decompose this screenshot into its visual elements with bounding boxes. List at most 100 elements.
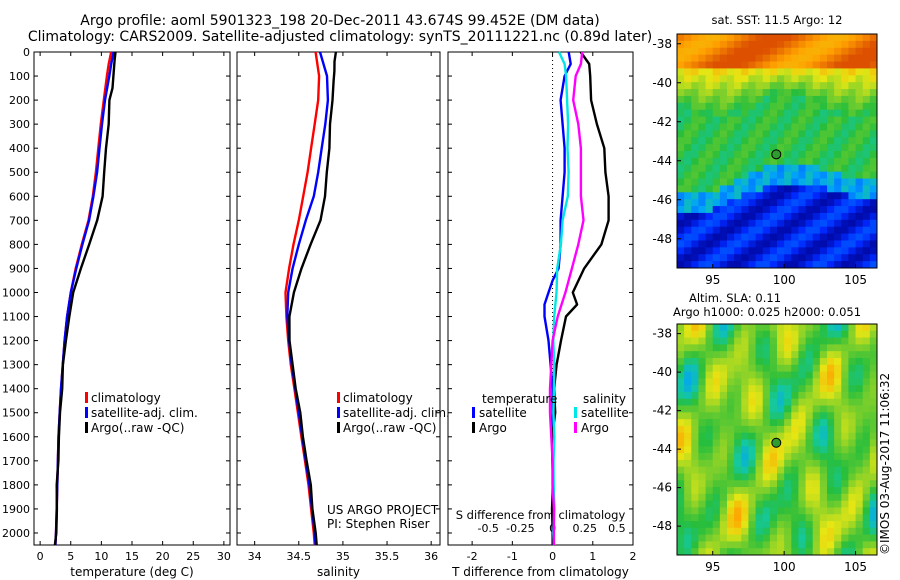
map-cell	[855, 240, 864, 248]
map-cell	[698, 254, 706, 262]
map-cell	[691, 233, 699, 241]
map-cell	[741, 199, 749, 207]
map-cell	[698, 102, 706, 111]
map-cell	[727, 521, 735, 529]
map-cell	[677, 164, 685, 173]
map-cell	[741, 137, 749, 145]
depth-tick-label: 500	[9, 166, 30, 179]
map-cell	[769, 75, 778, 83]
depth-tick-label: 200	[9, 94, 30, 107]
map-cell	[862, 493, 871, 502]
map-cell	[805, 337, 814, 345]
argo-float-marker	[771, 149, 782, 160]
map-cell	[748, 398, 756, 406]
map-cell	[712, 398, 721, 406]
map-y-tick-label: -42	[652, 404, 672, 418]
map-cell	[719, 254, 728, 262]
map-cell	[812, 157, 821, 166]
depth-tick-label: 2000	[2, 527, 30, 540]
depth-tick-label: 900	[9, 262, 30, 275]
map-cell	[698, 233, 706, 241]
map-cell	[798, 432, 806, 440]
map-cell	[719, 398, 728, 406]
map-cell	[734, 330, 742, 338]
map-cell	[777, 116, 785, 124]
map-cell	[798, 34, 806, 42]
map-cell	[734, 61, 742, 69]
map-cell	[677, 34, 685, 42]
map-cell	[834, 137, 842, 145]
map-cell	[777, 157, 785, 166]
map-cell	[719, 324, 728, 332]
map-cell	[691, 364, 699, 372]
map-cell	[812, 405, 821, 413]
legend-label: satellite	[581, 406, 629, 420]
map-cell	[677, 548, 685, 556]
map-cell	[855, 500, 864, 508]
map-cell	[684, 405, 692, 413]
map-cell	[819, 459, 828, 468]
map-cell	[777, 240, 785, 248]
map-cell	[855, 102, 864, 111]
map-cell	[791, 137, 799, 145]
map-cell	[827, 95, 835, 104]
map-cell	[684, 527, 692, 536]
map-cell	[848, 541, 856, 549]
map-cell	[705, 233, 714, 241]
map-cell	[798, 385, 806, 393]
map-cell	[691, 185, 699, 193]
map-cell	[684, 116, 692, 124]
map-cell	[755, 500, 764, 508]
map-cell	[719, 82, 728, 90]
map-cell	[719, 61, 728, 69]
map-cell	[705, 412, 714, 420]
map-cell	[684, 75, 692, 83]
map-cell	[855, 116, 864, 124]
map-cell	[677, 47, 685, 56]
map-cell	[784, 116, 792, 124]
map-cell	[762, 116, 771, 124]
map-cell	[812, 130, 821, 138]
map-cell	[741, 473, 749, 481]
map-cell	[791, 419, 799, 427]
map-cell	[748, 344, 756, 352]
map-cell	[769, 324, 778, 332]
map-cell	[734, 337, 742, 345]
map-cell	[748, 219, 756, 228]
map-cell	[684, 534, 692, 542]
map-cell	[819, 116, 828, 124]
map-cell	[734, 192, 742, 200]
map-cell	[869, 212, 878, 221]
map-cell	[741, 344, 749, 352]
map-cell	[834, 330, 842, 338]
map-cell	[841, 324, 849, 332]
map-cell	[748, 453, 756, 461]
map-cell	[712, 144, 721, 152]
map-cell	[748, 378, 756, 386]
map-cell	[769, 171, 778, 179]
map-cell	[734, 261, 742, 269]
map-cell	[805, 151, 814, 159]
map-cell	[862, 419, 871, 427]
map-cell	[777, 357, 785, 366]
map-cell	[862, 459, 871, 468]
map-cell	[755, 82, 764, 90]
map-cell	[784, 507, 792, 515]
map-cell	[848, 324, 856, 332]
map-cell	[777, 185, 785, 193]
map-cell	[691, 89, 699, 97]
map-cell	[812, 109, 821, 117]
map-cell	[684, 385, 692, 393]
map-cell	[705, 398, 714, 406]
map-cell	[798, 337, 806, 345]
map-cell	[719, 514, 728, 522]
map-cell	[727, 357, 735, 366]
map-cell	[791, 473, 799, 481]
map-cell	[727, 164, 735, 173]
map-cell	[791, 75, 799, 83]
map-cell	[684, 364, 692, 372]
map-cell	[848, 351, 856, 359]
map-cell	[777, 405, 785, 413]
map-cell	[741, 192, 749, 200]
map-cell	[784, 500, 792, 508]
